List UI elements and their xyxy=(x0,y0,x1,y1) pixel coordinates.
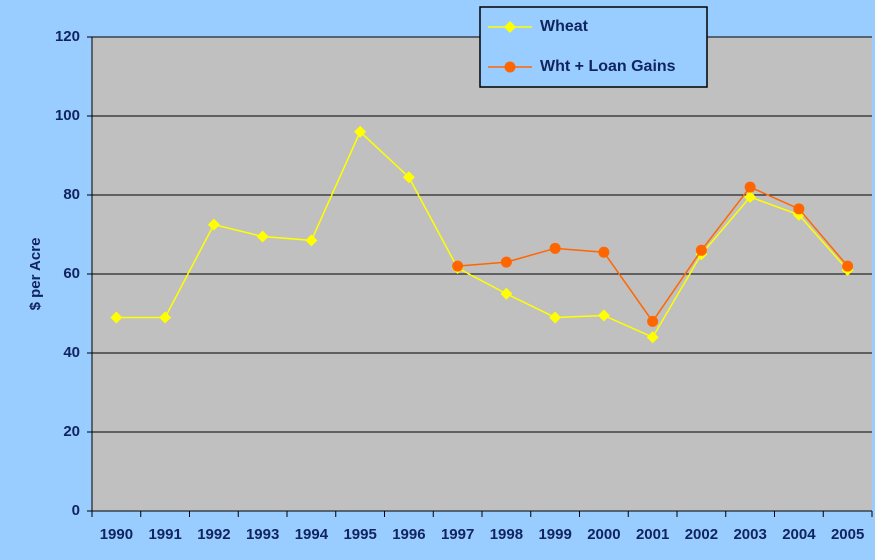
x-tick-label: 2004 xyxy=(782,526,816,543)
data-point xyxy=(695,244,707,256)
data-point xyxy=(647,315,659,327)
data-point xyxy=(842,260,854,272)
legend-label: Wheat xyxy=(540,18,589,35)
y-tick-label: 20 xyxy=(63,423,80,440)
data-point xyxy=(452,260,464,272)
data-point xyxy=(110,311,123,324)
y-tick-label: 40 xyxy=(63,344,80,361)
y-tick-label: 60 xyxy=(63,265,80,282)
data-point xyxy=(549,242,561,254)
x-tick-label: 1998 xyxy=(490,526,523,543)
x-tick-label: 1996 xyxy=(392,526,425,543)
data-point xyxy=(256,230,269,243)
y-tick-label: 100 xyxy=(55,107,80,124)
x-tick-label: 2002 xyxy=(685,526,718,543)
data-point xyxy=(500,287,513,300)
data-point xyxy=(597,309,610,322)
legend-marker xyxy=(504,21,516,33)
legend-box xyxy=(479,6,708,88)
x-tick-label: 1992 xyxy=(197,526,230,543)
data-point xyxy=(744,190,757,203)
x-tick-label: 1999 xyxy=(538,526,571,543)
x-tick-label: 1994 xyxy=(295,526,329,543)
data-point xyxy=(646,331,659,344)
x-tick-label: 1993 xyxy=(246,526,279,543)
series-line xyxy=(116,130,849,339)
data-point xyxy=(207,218,220,231)
x-tick-label: 1997 xyxy=(441,526,474,543)
x-tick-label: 1991 xyxy=(148,526,181,543)
x-tick-label: 2003 xyxy=(733,526,766,543)
data-point xyxy=(354,125,367,138)
y-tick-label: 120 xyxy=(55,28,80,45)
data-point xyxy=(305,234,318,247)
x-tick-label: 2000 xyxy=(587,526,620,543)
y-axis-title: $ per Acre xyxy=(27,238,44,311)
data-point xyxy=(159,311,172,324)
data-point xyxy=(744,181,756,193)
data-point xyxy=(793,203,805,215)
x-tick-label: 1995 xyxy=(343,526,376,543)
y-tick-label: 80 xyxy=(63,186,80,203)
legend-label: Wht + Loan Gains xyxy=(540,58,676,75)
data-point xyxy=(598,246,610,258)
data-point xyxy=(549,311,562,324)
legend: Wheat Wht + Loan Gains xyxy=(479,6,708,88)
x-tick-label: 2001 xyxy=(636,526,669,543)
y-tick-label: 0 xyxy=(72,502,80,519)
x-tick-label: 2005 xyxy=(831,526,864,543)
data-point xyxy=(402,171,415,184)
data-point xyxy=(500,256,512,268)
legend-marker xyxy=(504,61,516,73)
x-tick-label: 1990 xyxy=(100,526,133,543)
